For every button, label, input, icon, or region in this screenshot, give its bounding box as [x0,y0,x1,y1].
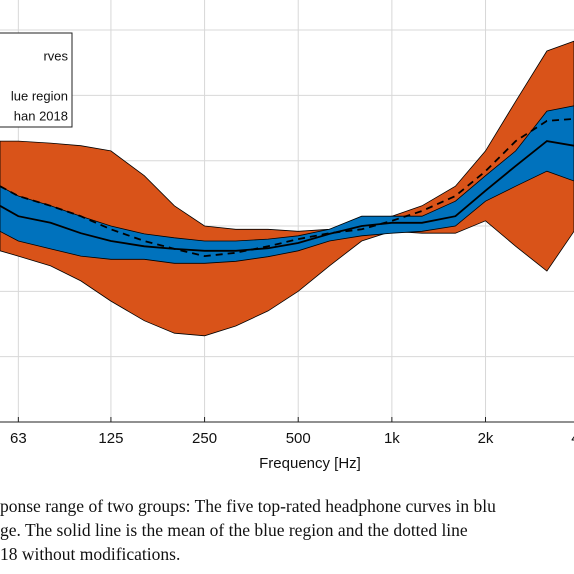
caption-line: ge. The solid line is the mean of the bl… [0,520,468,540]
x-tick-label: 125 [98,430,123,447]
range-band [0,40,574,337]
legend-box [0,32,73,128]
x-tick-label: 500 [286,430,311,447]
legend-text: lue region [11,88,68,103]
x-tick-label: 250 [192,430,217,447]
mean-line [0,140,574,252]
x-axis-label: Frequency [Hz] [259,455,361,472]
legend-text: rves [43,48,68,63]
x-tick-label: 4k [571,430,574,447]
legend-text: han 2018 [14,108,68,123]
x-tick-label: 1k [384,430,400,447]
x-tick-label: 63 [10,430,27,447]
caption-line: 18 without modifications. [0,544,180,564]
reference-line [0,118,574,258]
x-tick-label: 2k [478,430,494,447]
caption-line: ponse range of two groups: The five top-… [0,496,496,516]
range-band [0,105,574,264]
